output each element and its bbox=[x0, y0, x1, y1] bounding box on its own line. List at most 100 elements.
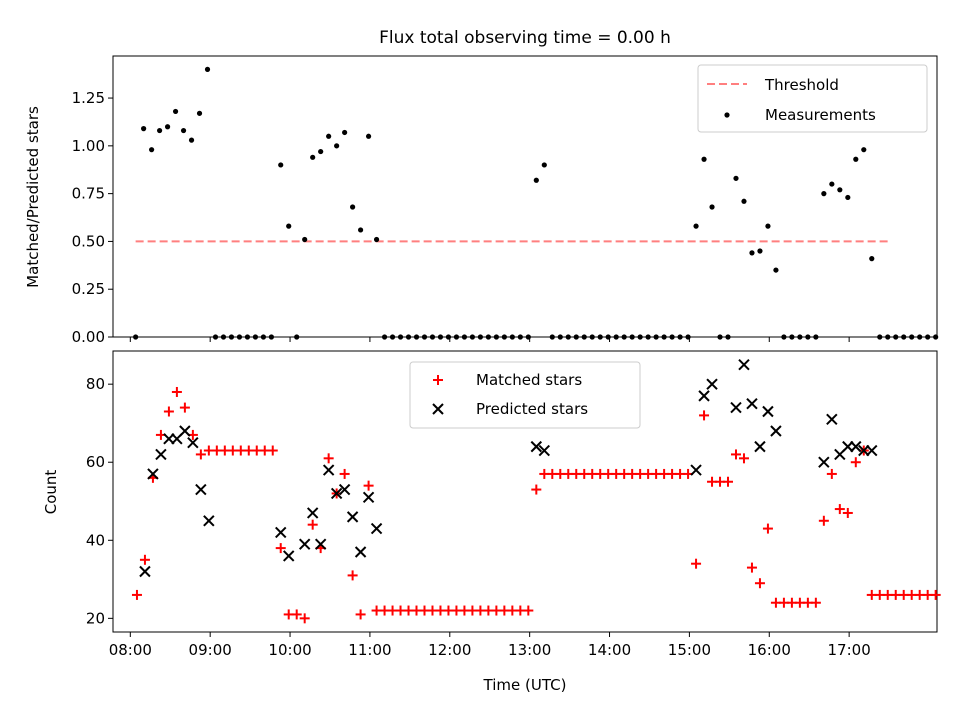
predicted-point bbox=[754, 440, 766, 453]
measurement-point bbox=[429, 334, 436, 340]
predicted-point bbox=[698, 390, 710, 402]
top-y-tick-label: 0.75 bbox=[72, 185, 105, 203]
measurement-point bbox=[685, 334, 691, 340]
measurement-point bbox=[757, 248, 763, 254]
measurement-point bbox=[252, 334, 259, 340]
measurement-point bbox=[797, 334, 803, 340]
predicted-point bbox=[818, 456, 830, 468]
measurement-point bbox=[845, 194, 851, 201]
measurement-point bbox=[557, 334, 563, 340]
measurement-point bbox=[445, 334, 452, 340]
predicted-point bbox=[179, 425, 191, 437]
predicted-point bbox=[298, 538, 311, 550]
measurement-point bbox=[765, 223, 771, 229]
measurement-point bbox=[693, 223, 699, 229]
measurement-point bbox=[188, 137, 195, 143]
measurement-point bbox=[861, 147, 867, 153]
predicted-point bbox=[203, 515, 215, 527]
measurement-point bbox=[228, 334, 235, 340]
measurement-point bbox=[661, 334, 667, 340]
top-y-tick-label: 1.00 bbox=[72, 137, 105, 155]
matched-point bbox=[523, 605, 534, 616]
predicted-point bbox=[370, 522, 383, 535]
measurement-point bbox=[461, 334, 468, 340]
measurement-point bbox=[204, 66, 211, 72]
matched-point bbox=[195, 449, 206, 460]
measurement-point bbox=[453, 334, 460, 340]
measurement-point bbox=[509, 334, 515, 340]
legend-matched-label: Matched stars bbox=[476, 371, 582, 389]
predicted-points bbox=[139, 358, 878, 578]
bottom-legend-box bbox=[409, 361, 641, 429]
measurement-point bbox=[268, 334, 275, 340]
measurement-point bbox=[781, 334, 787, 340]
measurement-point bbox=[149, 147, 155, 153]
measurement-point bbox=[244, 334, 251, 340]
predicted-point bbox=[706, 378, 718, 390]
measurement-point bbox=[310, 154, 316, 160]
measurement-point bbox=[773, 267, 779, 273]
predicted-point bbox=[283, 550, 295, 562]
measurement-point bbox=[565, 334, 571, 340]
predicted-point bbox=[530, 440, 543, 453]
x-tick-label: 12:00 bbox=[428, 641, 471, 659]
measurement-point bbox=[493, 334, 499, 340]
bottom-panel: 20 40 60 80 08:00 09:00 10:00 11:00 12:00 13:00 1… bbox=[42, 350, 941, 694]
matched-point bbox=[131, 589, 142, 600]
measurement-point bbox=[302, 236, 308, 243]
measurement-point bbox=[405, 334, 412, 340]
measurement-point bbox=[885, 334, 891, 340]
measurement-point bbox=[389, 334, 396, 340]
measurement-point bbox=[893, 334, 899, 340]
matched-point bbox=[762, 523, 773, 534]
measurement-point bbox=[477, 334, 484, 340]
measurement-point bbox=[901, 334, 907, 340]
predicted-point bbox=[762, 405, 774, 418]
measurement-point bbox=[637, 334, 643, 340]
measurement-point bbox=[501, 334, 507, 340]
measurement-point bbox=[196, 110, 203, 116]
measurement-point bbox=[334, 143, 340, 149]
x-axis-label: Time (UTC) bbox=[483, 676, 567, 694]
predicted-point bbox=[275, 526, 287, 539]
matched-point bbox=[723, 476, 734, 487]
matched-points bbox=[131, 386, 941, 624]
matched-point bbox=[930, 589, 941, 600]
measurement-point bbox=[357, 227, 364, 233]
measurement-point bbox=[381, 334, 388, 340]
bottom-y-tick-label: 40 bbox=[86, 531, 105, 549]
measurement-point bbox=[260, 334, 267, 340]
top-panel: 0.00 0.25 0.50 0.75 1.00 1.25 Matched/Predict… bbox=[24, 55, 939, 346]
measurement-point bbox=[318, 148, 324, 155]
measurement-point bbox=[917, 334, 923, 340]
bottom-legend: Matched stars Predicted stars bbox=[409, 361, 641, 429]
predicted-point bbox=[139, 565, 151, 578]
measurement-point bbox=[645, 334, 651, 340]
bottom-y-tick-label: 60 bbox=[86, 453, 105, 471]
predicted-point bbox=[746, 397, 758, 410]
matched-point bbox=[179, 402, 190, 413]
legend-threshold-label: Threshold bbox=[764, 76, 839, 94]
matched-point bbox=[826, 468, 837, 479]
predicted-point bbox=[362, 491, 375, 504]
matched-point bbox=[834, 504, 845, 515]
bottom-plot-frame bbox=[112, 350, 938, 633]
predicted-point bbox=[826, 413, 838, 426]
top-legend: Threshold Measurements bbox=[697, 64, 928, 133]
legend-measurement-swatch bbox=[724, 112, 730, 118]
matched-point bbox=[307, 519, 318, 530]
top-y-axis: 0.00 0.25 0.50 0.75 1.00 1.25 bbox=[72, 89, 113, 346]
measurement-point bbox=[573, 334, 579, 340]
measurement-point bbox=[350, 204, 356, 210]
measurement-point bbox=[326, 133, 332, 139]
x-tick-label: 10:00 bbox=[268, 641, 311, 659]
measurement-point bbox=[517, 334, 523, 340]
legend-predicted-swatch bbox=[432, 403, 444, 415]
matched-point bbox=[347, 570, 358, 581]
x-tick-label: 13:00 bbox=[508, 641, 551, 659]
measurement-point bbox=[597, 334, 603, 340]
measurement-point bbox=[605, 334, 611, 340]
x-tick-label: 15:00 bbox=[668, 641, 711, 659]
measurement-point bbox=[533, 177, 539, 183]
predicted-point bbox=[187, 437, 199, 449]
